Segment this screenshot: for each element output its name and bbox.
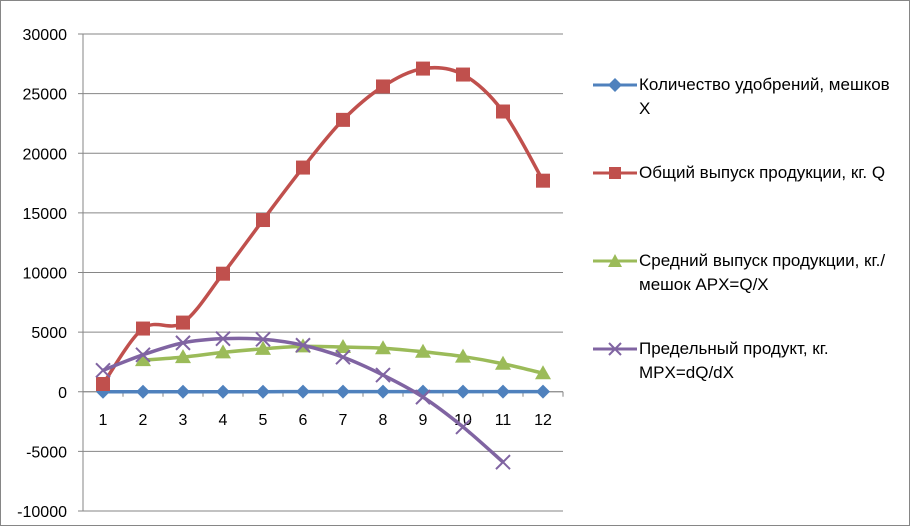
x-tick-label: 7 (339, 412, 348, 429)
x-tick-label: 2 (139, 412, 148, 429)
series-1-point-6 (336, 112, 350, 127)
y-tick-label: 15000 (23, 206, 68, 223)
legend-label-apx: Средний выпуск продукции, кг./ мешок APX… (639, 251, 886, 294)
x-tick-label: 4 (219, 412, 228, 429)
y-tick-label: 0 (58, 385, 67, 402)
x-tick-label: 11 (495, 412, 512, 429)
legend-label-mpx: Предельный продукт, кг. MPX=dQ/dX (639, 339, 829, 382)
series-1-point-8 (416, 61, 430, 76)
series-3 (95, 330, 511, 470)
series-2-point-2 (175, 349, 191, 364)
legend-label-x: Количество удобрений, мешков X (639, 75, 890, 118)
series-3-line (102, 336, 505, 464)
series-1-point-3 (216, 266, 230, 281)
y-tick-label: 25000 (23, 87, 68, 104)
series-1-point-2 (176, 315, 190, 330)
y-tick-labels: -10000 -5000 0 5000 10000 15000 20000 25000 3000… (17, 27, 67, 521)
legend-key-apx (593, 254, 637, 267)
series-0-point-1 (136, 384, 150, 399)
series-1-point-11 (536, 173, 550, 188)
series-0-point-11 (536, 384, 550, 399)
series-0-point-4 (256, 384, 270, 399)
series-2-point-7 (375, 340, 391, 355)
series-2 (135, 338, 551, 380)
legend-key-q (593, 167, 637, 179)
series-3-point-2 (175, 335, 191, 351)
series-3-point-6 (335, 349, 351, 365)
series-2-point-10 (495, 355, 511, 370)
x-tick-label: 12 (534, 412, 552, 429)
series-2-point-9 (455, 348, 471, 363)
series-2-point-4 (255, 340, 271, 355)
series-1-line (101, 65, 545, 386)
series-3-point-5 (295, 337, 311, 353)
legend-key-x (593, 78, 637, 92)
series-3-point-1 (135, 347, 151, 363)
series-2-point-1 (135, 352, 151, 367)
series-0-point-5 (296, 384, 310, 399)
series-0-point-2 (176, 384, 190, 399)
y-tick-label: 20000 (23, 146, 68, 163)
y-tick-label: 5000 (31, 325, 67, 342)
series-0-point-9 (456, 384, 470, 399)
series-2-point-11 (535, 365, 551, 380)
x-tick-label: 8 (379, 412, 388, 429)
series-1-point-9 (456, 67, 470, 82)
x-tick-label: 5 (259, 412, 268, 429)
series-0-point-10 (496, 384, 510, 399)
y-tick-label: -10000 (17, 504, 67, 521)
legend-item-x: Количество удобрений, мешков X (591, 73, 901, 121)
series-1 (96, 61, 550, 391)
legend-item-q: Общий выпуск продукции, кг. Q (591, 161, 901, 185)
series-3-point-3 (215, 330, 231, 347)
x-tick-labels: 1 2 3 4 5 6 7 8 9 10 11 12 (99, 412, 552, 429)
series-3-point-0 (95, 362, 111, 378)
series-0-point-6 (336, 384, 350, 399)
series-0-point-3 (216, 384, 230, 399)
series-group (95, 61, 551, 470)
x-tick-label: 1 (99, 412, 108, 429)
series-3-point-10 (495, 454, 511, 470)
series-3-point-8 (415, 389, 431, 405)
series-1-point-4 (256, 213, 270, 228)
series-0-point-7 (376, 384, 390, 399)
legend-item-mpx: Предельный продукт, кг. MPX=dQ/dX (591, 337, 901, 385)
series-1-point-10 (496, 104, 510, 119)
series-2-point-3 (215, 344, 231, 359)
y-tick-label: -5000 (26, 444, 67, 461)
series-2-point-6 (335, 339, 351, 354)
x-tick-label: 9 (419, 412, 428, 429)
series-3-point-4 (255, 331, 271, 347)
legend-item-apx: Средний выпуск продукции, кг./ мешок APX… (591, 249, 901, 297)
series-1-point-5 (296, 160, 310, 175)
series-1-point-1 (136, 321, 150, 336)
legend-label-q: Общий выпуск продукции, кг. Q (639, 163, 886, 182)
x-tick-label: 6 (299, 412, 308, 429)
series-1-point-7 (376, 79, 390, 94)
legend-key-mpx (593, 342, 637, 356)
series-3-point-9 (455, 419, 471, 435)
x-tick-label: 3 (179, 412, 188, 429)
y-tick-label: 30000 (23, 27, 68, 44)
series-1-point-0 (96, 376, 110, 391)
series-2-point-8 (415, 343, 431, 358)
y-tick-label: 10000 (23, 266, 68, 283)
gridlines (83, 33, 563, 512)
series-3-point-7 (375, 367, 391, 383)
